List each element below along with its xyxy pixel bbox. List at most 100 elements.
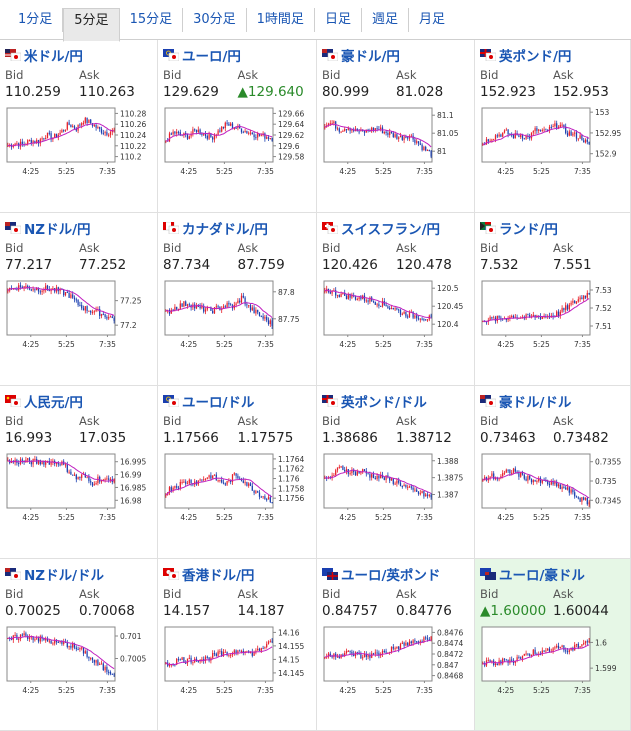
chart-6[interactable]: 120.5 120.45 120.4 4:25 5:25 7:35 [322,279,470,349]
candle-body [559,311,561,316]
y-tick-label: 129.66 [278,109,304,118]
candle-body [104,479,106,481]
candle-body [43,461,45,465]
rate-card[interactable]: 英ポンド/円 Bid Ask 152.923 152.953 153 152.95 152.9… [475,40,631,213]
candle-body [414,640,416,642]
tab-6[interactable]: 週足 [362,7,409,32]
pair-link[interactable]: ユーロ/ドル [163,390,312,412]
rate-card[interactable]: 米ドル/円 Bid Ask 110.259 110.263 110.28 110.26 110… [0,40,158,213]
candle-body [81,123,83,126]
rate-card[interactable]: スイスフラン/円 Bid Ask 120.426 120.478 120.5 120.45 1… [317,213,475,386]
rate-card[interactable]: 豪ドル/円 Bid Ask 80.999 81.028 81.1 81.05 81 4:25 5:… [317,40,475,213]
chart-4[interactable]: 77.25 77.2 4:25 5:25 7:35 [5,279,153,349]
tab-0[interactable]: 1分足 [8,7,64,32]
ask-text: 14.187 [237,603,285,619]
candle-body [365,300,367,302]
candle-body [588,641,590,643]
pair-link[interactable]: NZドル/ドル [5,563,153,585]
candle-body [100,480,103,482]
rate-card[interactable]: 人民元/円 Bid Ask 16.993 17.035 16.995 16.99 16.985… [0,386,158,559]
tab-5[interactable]: 日足 [315,7,362,32]
candle-body [27,140,29,145]
candle-body [237,300,239,304]
price-values: 0.73463 0.73482 [480,430,626,448]
candle-body [188,136,190,139]
rate-card[interactable]: ユーロ/円 Bid Ask 129.629 ▲129.640 129.66 129.64 12… [158,40,317,213]
tab-4[interactable]: 1時間足 [247,7,315,32]
candle-body [255,491,257,493]
chart-14[interactable]: 0.8476 0.8474 0.8472 0.847 0.8468 4:25 5:25 7:3… [322,625,470,695]
chart-11[interactable]: 0.7355 0.735 0.7345 4:25 5:25 7:35 [480,452,628,522]
pair-link[interactable]: スイスフラン/円 [322,217,470,239]
flag-icon [5,49,22,62]
bid-value: 152.923 [480,84,553,102]
candle-body [575,643,578,645]
candle-body [82,647,85,654]
x-tick-label: 4:25 [497,340,514,349]
pair-link[interactable]: 英ポンド/円 [480,44,626,66]
rate-card[interactable]: 豪ドル/ドル Bid Ask 0.73463 0.73482 0.7355 0.735 0.7… [475,386,631,559]
candle-body [186,304,189,306]
tab-7[interactable]: 月足 [418,11,445,27]
candle-body [559,647,561,649]
chart-8[interactable]: 16.995 16.99 16.985 16.98 4:25 5:25 7:35 [5,452,153,522]
chart-1[interactable]: 129.66 129.64 129.62 129.6 129.58 4:25 5:25 7:3… [163,106,311,176]
pair-link[interactable]: 豪ドル/ドル [480,390,626,412]
chart-10[interactable]: 1.388 1.3875 1.387 4:25 5:25 7:35 [322,452,470,522]
candle-body [525,135,527,139]
pair-link[interactable]: ユーロ/英ポンド [322,563,470,585]
bid-value: 80.999 [322,84,396,102]
chart-15[interactable]: 1.6 1.599 4:25 5:25 7:35 [480,625,628,695]
rate-card[interactable]: ユーロ/豪ドル Bid Ask ▲1.60000 1.60044 1.6 1.599 4:25… [475,559,631,731]
candle-body [170,487,172,491]
pair-link[interactable]: ランド/円 [480,217,626,239]
y-tick-label: 81.05 [437,129,459,138]
candle-body [527,475,529,481]
rate-card[interactable]: カナダドル/円 Bid Ask 87.734 87.759 87.8 87.75 4:25 5:… [158,213,317,386]
rate-card[interactable]: 香港ドル/円 Bid Ask 14.157 14.187 14.16 14.155 14.15… [158,559,317,731]
x-tick-label: 7:35 [99,340,116,349]
candle-body [32,140,34,144]
rate-card[interactable]: ユーロ/ドル Bid Ask 1.17566 1.17575 1.1764 1.1762 1.… [158,386,317,559]
candle-body [39,636,41,642]
tab-3[interactable]: 30分足 [183,7,247,32]
bid-label: Bid [5,68,24,82]
candle-body [550,126,552,128]
rate-card[interactable]: ランド/円 Bid Ask 7.532 7.551 7.53 7.52 7.51 4:25 5:2… [475,213,631,386]
candle-body [7,290,9,292]
ask-text: 1.38712 [396,430,452,446]
y-tick-label: 0.8468 [437,672,463,681]
candle-body [25,285,27,287]
pair-link[interactable]: 英ポンド/ドル [322,390,470,412]
candle-body [363,653,366,658]
rate-card[interactable]: ユーロ/英ポンド Bid Ask 0.84757 0.84776 0.8476 0.8474… [317,559,475,731]
pair-link[interactable]: カナダドル/円 [162,217,312,239]
pair-link[interactable]: ユーロ/豪ドル [480,563,626,585]
tab-1[interactable]: 5分足 [63,7,120,42]
candle-body [577,138,579,140]
chart-5[interactable]: 87.8 87.75 4:25 5:25 7:35 [163,279,311,349]
rate-card[interactable]: NZドル/ドル Bid Ask 0.70025 0.70068 0.701 0.7005 4:… [0,559,158,731]
candle-body [358,470,360,474]
y-tick-label: 14.145 [278,669,304,678]
chart-13[interactable]: 14.16 14.155 14.15 14.145 4:25 5:25 7:35 [163,625,311,695]
tab-2[interactable]: 15分足 [120,7,184,32]
rate-card[interactable]: 英ポンド/ドル Bid Ask 1.38686 1.38712 1.388 1.3875 1.… [317,386,475,559]
pair-link[interactable]: NZドル/円 [5,217,153,239]
pair-link[interactable]: 香港ドル/円 [163,563,312,585]
candle-body [512,134,515,139]
pair-link[interactable]: 米ドル/円 [5,44,153,66]
pair-link[interactable]: ユーロ/円 [163,44,312,66]
pair-link[interactable]: 豪ドル/円 [322,44,470,66]
rate-card[interactable]: NZドル/円 Bid Ask 77.217 77.252 77.25 77.2 4:25 5:2… [0,213,158,386]
candle-body [113,674,115,676]
chart-2[interactable]: 81.1 81.05 81 4:25 5:25 7:35 [322,106,470,176]
pair-link[interactable]: 人民元/円 [5,390,153,412]
chart-7[interactable]: 7.53 7.52 7.51 4:25 5:25 7:35 [480,279,628,349]
chart-0[interactable]: 110.28 110.26 110.24 110.22 110.2 4:25 5:25 7:3… [5,106,153,176]
candle-body [583,295,585,299]
y-tick-label: 129.58 [278,153,304,162]
chart-3[interactable]: 153 152.95 152.9 4:25 5:25 7:35 [480,106,628,176]
chart-12[interactable]: 0.701 0.7005 4:25 5:25 7:35 [5,625,153,695]
